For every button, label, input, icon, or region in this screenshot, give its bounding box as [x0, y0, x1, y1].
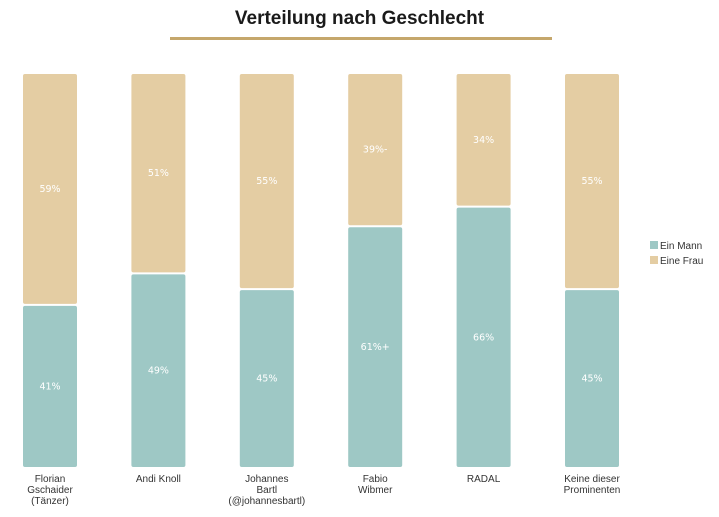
data-label-ein-mann: 45%: [581, 374, 602, 385]
title-underline: [170, 37, 552, 40]
data-label-ein-mann: 45%: [256, 374, 277, 385]
legend-swatch: [650, 241, 658, 249]
bar-ein-mann: [348, 227, 403, 467]
category-label: Andi Knoll: [136, 474, 181, 485]
data-label-eine-frau: 51%: [148, 168, 169, 179]
bar-eine-frau: [456, 74, 511, 206]
bar-eine-frau: [565, 74, 619, 289]
bar-eine-frau: [23, 74, 77, 304]
bar-eine-frau: [131, 74, 186, 273]
data-label-eine-frau: 55%: [256, 176, 277, 187]
bar-eine-frau: [239, 74, 294, 289]
bar-ein-mann: [456, 207, 511, 467]
data-label-eine-frau: 34%: [473, 135, 494, 146]
chart-title: Verteilung nach Geschlecht: [234, 8, 485, 29]
data-label-eine-frau: 55%: [581, 176, 602, 187]
category-label: Florian Gschaider (Tänzer): [27, 474, 73, 507]
data-label-eine-frau: 39%-: [363, 145, 388, 156]
data-label-ein-mann: 66%: [473, 332, 494, 343]
data-label-ein-mann: 41%: [39, 381, 60, 392]
category-label: RADAL: [467, 474, 501, 485]
bar-eine-frau: [348, 74, 403, 226]
bar-ein-mann: [565, 290, 619, 467]
legend-label: Eine Frau: [660, 256, 703, 267]
category-label: Keine dieser Prominenten: [564, 474, 621, 496]
bar-ein-mann: [239, 290, 294, 467]
data-label-eine-frau: 59%: [39, 184, 60, 195]
category-label: Fabio Wibmer: [358, 474, 393, 496]
bar-ein-mann: [23, 305, 77, 467]
category-label: Johannes Bartl (@johannesbartl): [228, 474, 305, 507]
data-label-ein-mann: 49%: [148, 366, 169, 377]
bar-ein-mann: [131, 274, 186, 467]
legend-label: Ein Mann: [660, 241, 702, 252]
legend-swatch: [650, 256, 658, 264]
data-label-ein-mann: 61%+: [361, 342, 390, 353]
